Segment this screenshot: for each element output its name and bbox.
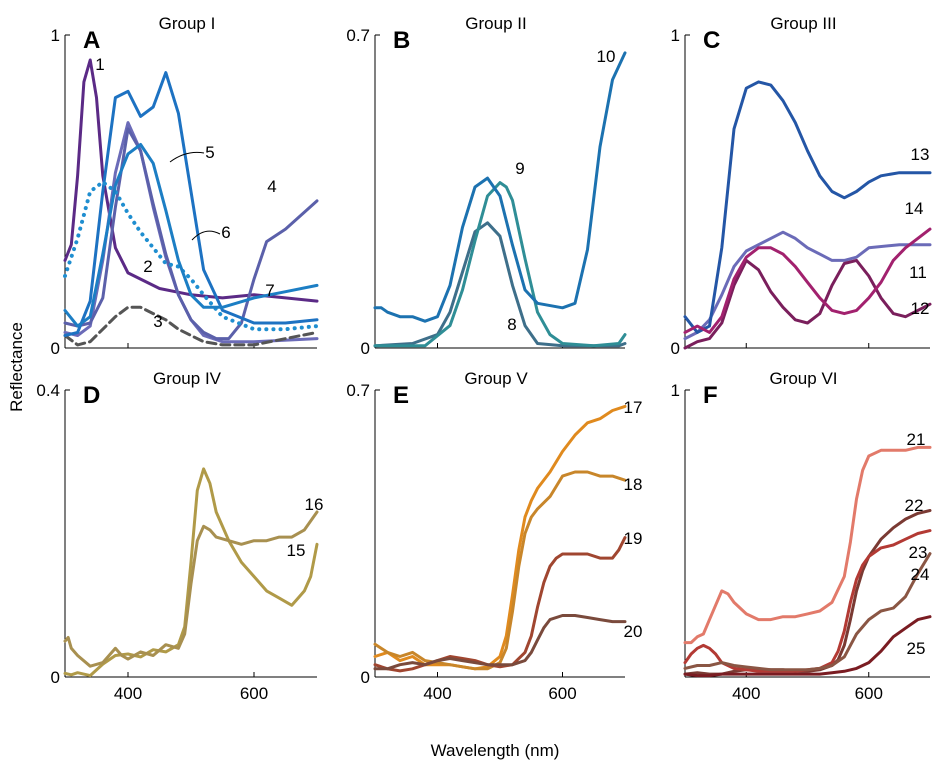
x-tick-label: 600: [548, 684, 576, 703]
group-title-f: Group VI: [769, 369, 837, 388]
shared-x-axis-label: Wavelength (nm): [431, 741, 560, 760]
y-tick-label: 0: [361, 339, 370, 358]
group-title-b: Group II: [465, 14, 526, 33]
panel-letter-f: F: [703, 382, 718, 409]
series-label-6: 6: [221, 223, 230, 242]
x-tick-label: 600: [240, 684, 268, 703]
series-label-18: 18: [624, 475, 643, 494]
series-line-1: [63, 58, 319, 303]
series-line-7: [63, 143, 319, 328]
series-line-9: [373, 181, 627, 348]
series-line-21: [683, 445, 932, 645]
series-label-14: 14: [905, 199, 924, 218]
panel-letter-c: C: [703, 27, 720, 54]
series-5-leader-line: [169, 151, 205, 163]
y-tick-label: 0: [361, 668, 370, 687]
panel-letter-e: E: [393, 382, 409, 409]
series-label-12: 12: [911, 299, 930, 318]
series-line-17: [373, 404, 627, 671]
series-label-7: 7: [265, 281, 274, 300]
series-6-leader-line: [191, 230, 221, 241]
group-title-e: Group V: [464, 369, 528, 388]
series-label-4: 4: [267, 177, 276, 196]
x-tick-label: 400: [423, 684, 451, 703]
series-label-23: 23: [909, 543, 928, 562]
series-label-8: 8: [507, 315, 516, 334]
series-line-12: [683, 258, 932, 350]
series-line-23: [683, 529, 932, 673]
y-tick-label: 0: [51, 339, 60, 358]
series-line-5: [63, 71, 319, 337]
series-label-25: 25: [907, 639, 926, 658]
series-label-10: 10: [597, 47, 616, 66]
y-tick-label: 1: [51, 26, 60, 45]
shared-y-axis-label: Reflectance: [7, 322, 26, 412]
panel-f: 1 400 600 21 22 23 24 25 F Group VI: [671, 369, 932, 703]
series-label-15: 15: [287, 541, 306, 560]
series-line-14: [683, 227, 932, 334]
group-title-c: Group III: [770, 14, 836, 33]
series-label-22: 22: [905, 496, 924, 515]
series-label-9: 9: [515, 159, 524, 178]
panel-letter-d: D: [83, 382, 100, 409]
x-tick-label: 400: [732, 684, 760, 703]
series-label-16: 16: [305, 495, 324, 514]
group-title-a: Group I: [159, 14, 216, 33]
y-tick-label: 0: [51, 668, 60, 687]
series-label-2: 2: [143, 257, 152, 276]
panel-d: 0 0.4 400 600 15 16 D Group IV: [36, 369, 323, 703]
y-tick-label: 1: [671, 381, 680, 400]
series-line-18: [373, 470, 627, 671]
y-tick-label: 0.4: [36, 381, 60, 400]
series-line-4: [63, 127, 319, 341]
series-label-5: 5: [205, 143, 214, 162]
series-line-15: [63, 467, 319, 678]
series-line-25: [683, 615, 932, 678]
series-line-24: [683, 552, 932, 672]
series-line-3: [63, 305, 319, 347]
series-line-11: [683, 230, 932, 341]
series-line-6: [63, 180, 319, 332]
series-label-17: 17: [624, 398, 643, 417]
panel-b: 0 0.7 8 9 10 B Group II: [346, 14, 627, 358]
panel-letter-a: A: [83, 27, 100, 54]
x-tick-label: 600: [855, 684, 883, 703]
series-line-20: [373, 614, 627, 671]
group-title-d: Group IV: [153, 369, 222, 388]
y-tick-label: 0.7: [346, 381, 370, 400]
series-label-24: 24: [911, 565, 930, 584]
series-label-21: 21: [907, 430, 926, 449]
series-line-10: [373, 51, 627, 323]
series-label-3: 3: [153, 312, 162, 331]
series-label-20: 20: [624, 622, 643, 641]
panel-e: 0 0.7 400 600 17 18 19 20 E Group V: [346, 369, 642, 703]
x-tick-label: 400: [114, 684, 142, 703]
series-label-11: 11: [909, 263, 927, 282]
series-label-13: 13: [911, 145, 930, 164]
panel-letter-b: B: [393, 27, 410, 54]
y-tick-label: 0.7: [346, 26, 370, 45]
series-label-1: 1: [95, 55, 104, 74]
y-tick-label: 1: [671, 26, 680, 45]
series-label-19: 19: [624, 529, 643, 548]
panel-a: 0 1 1 2 3 4 5 6 7 A Group I: [51, 14, 319, 358]
y-tick-label: 0: [671, 339, 680, 358]
series-line-16: [63, 510, 319, 668]
series-line-13: [683, 80, 932, 334]
